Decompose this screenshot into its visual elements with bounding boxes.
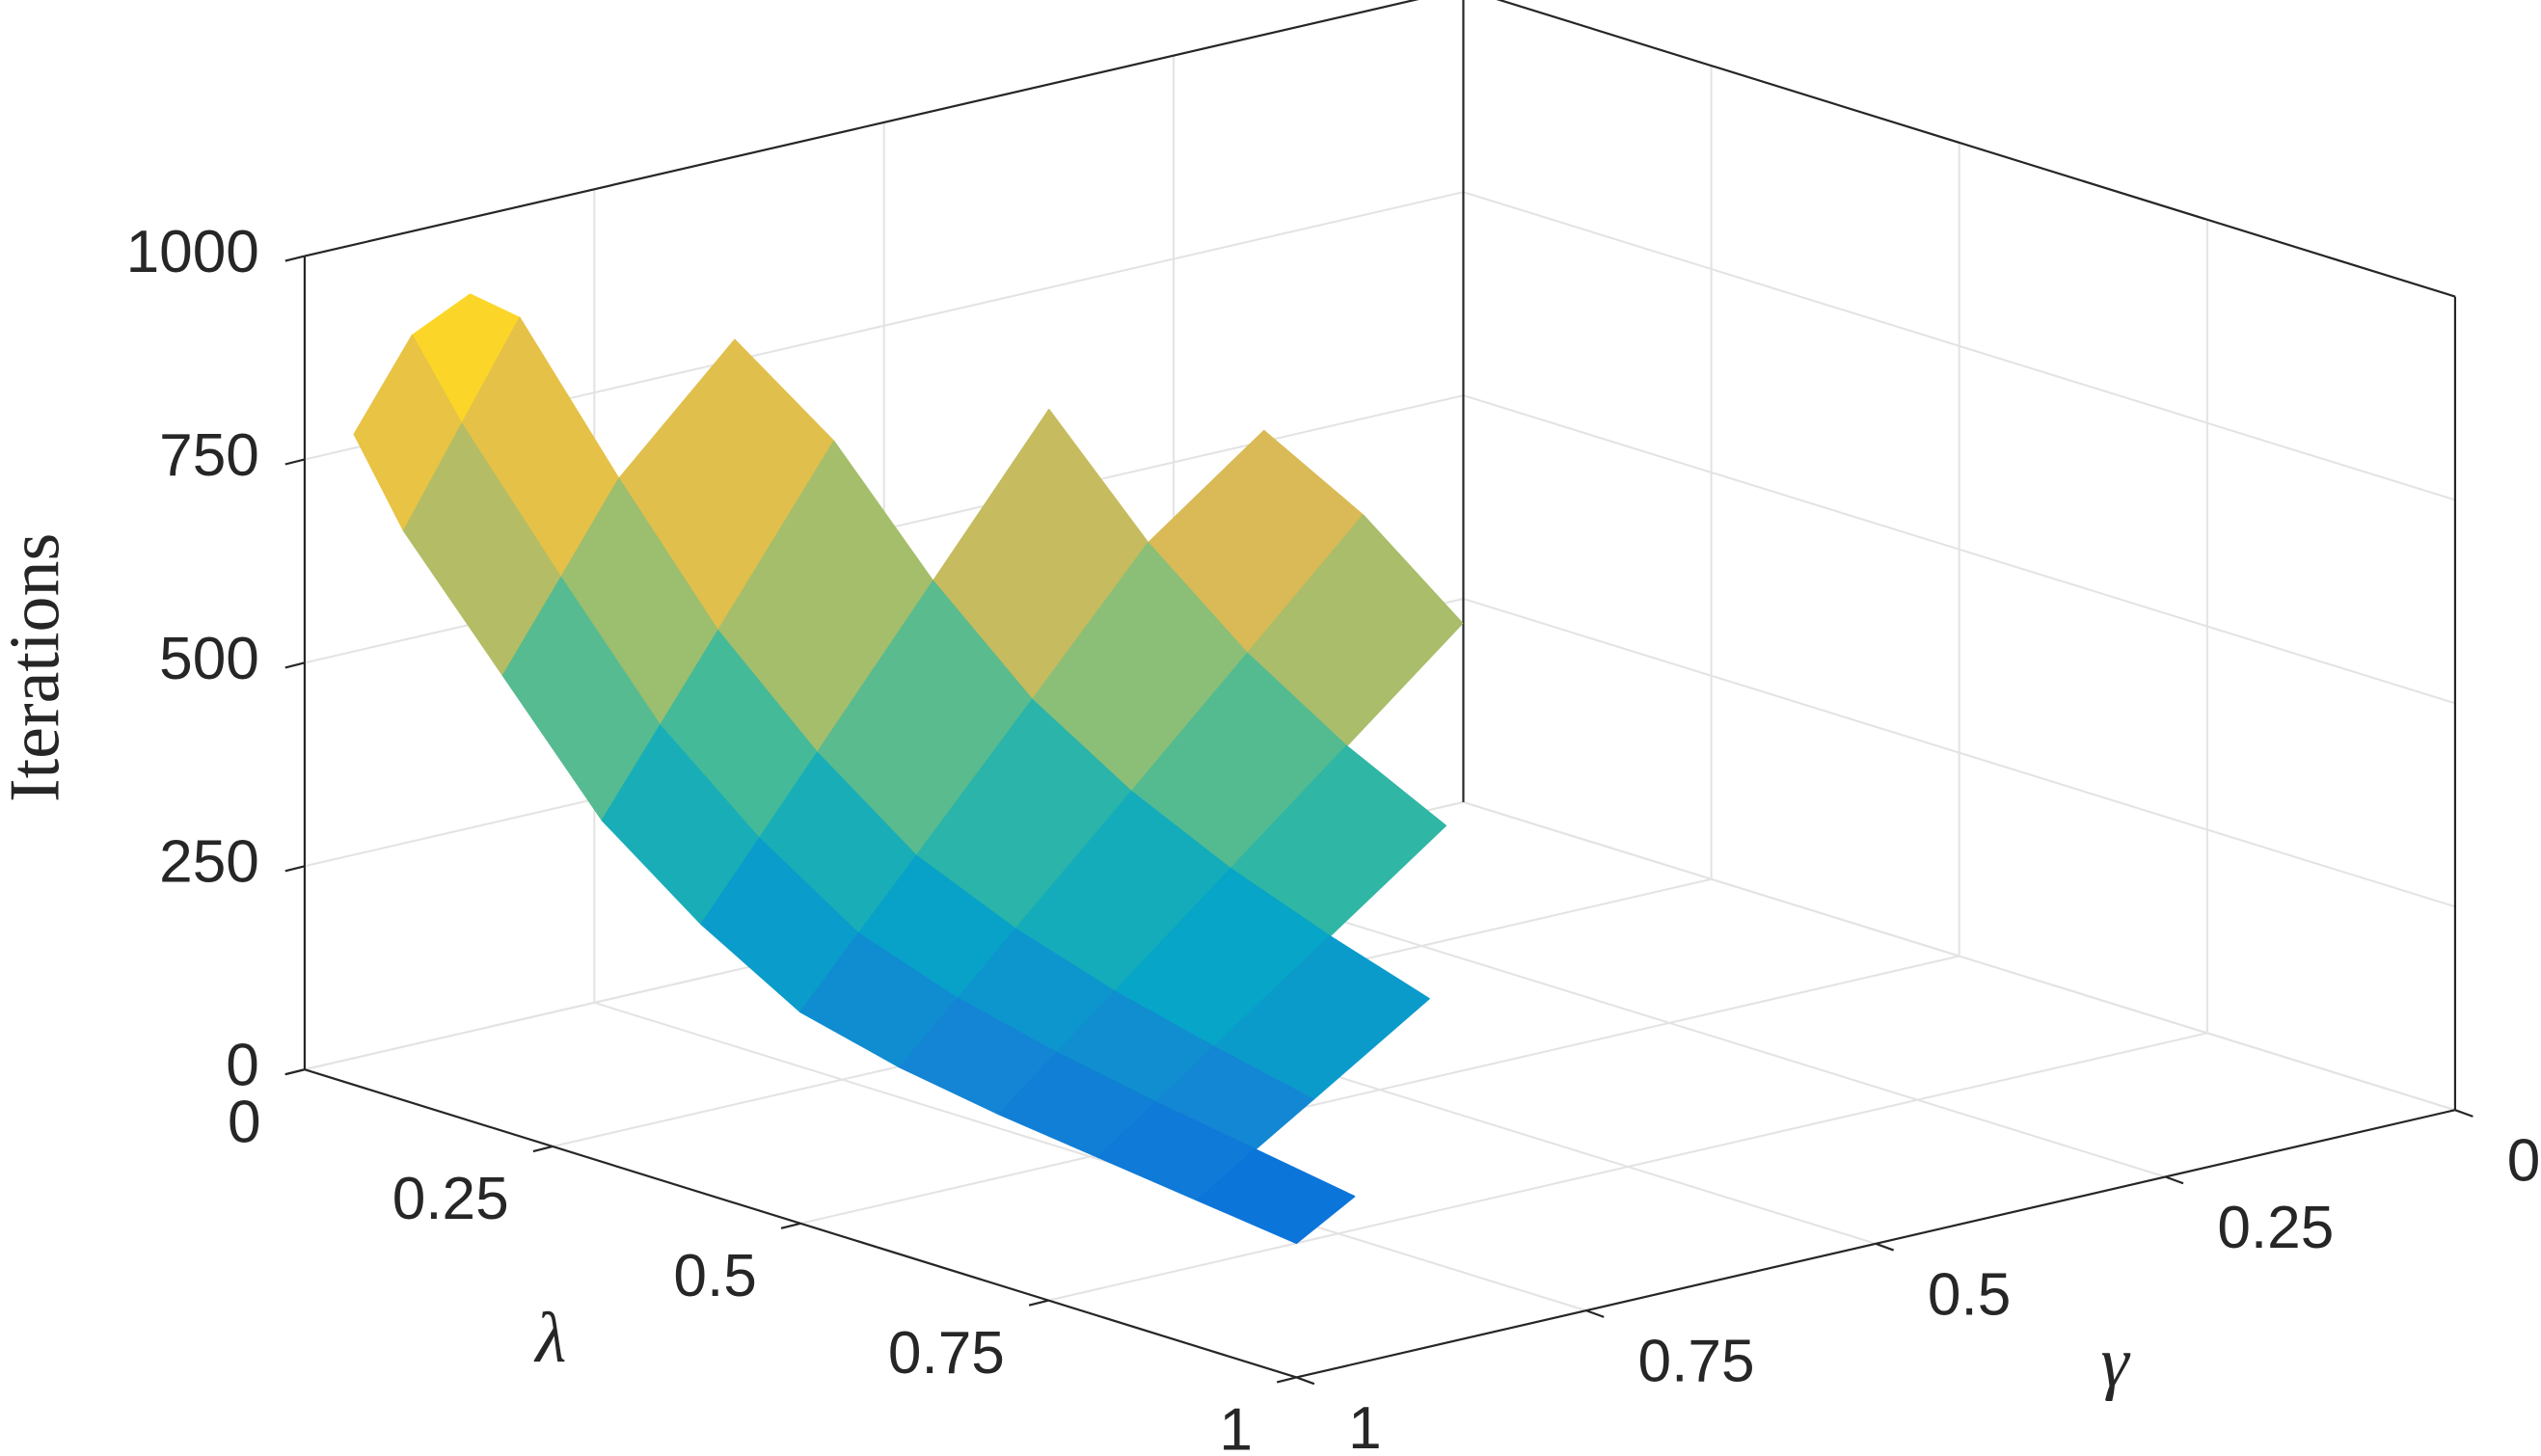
x-tick [1276,1376,1297,1384]
x-tick [284,1068,306,1076]
y-tick [1875,1242,1895,1252]
box-edge [304,0,1419,257]
box-edge [1496,0,2456,298]
z-tick-label: 500 [159,626,259,692]
x-tick [780,1222,801,1229]
y-tick [1585,1309,1605,1318]
y-tick-label: 0.25 [2217,1195,2334,1261]
y-tick-label: 0.75 [1638,1329,1755,1395]
x-tick-label: 0.25 [392,1166,509,1232]
y-axis-label: γ [2100,1322,2130,1401]
x-tick-label: 0 [228,1089,261,1155]
y-tick [2165,1175,2184,1185]
y-tick-label: 1 [1348,1395,1382,1456]
x-tick [1028,1299,1049,1307]
z-axis-label: Iterations [0,533,74,802]
y-grid-line [594,1001,1587,1312]
y-grid-line [1463,800,2456,1112]
z-tick-label: 1000 [126,219,259,285]
z-tick [284,255,306,262]
x-axis-label: λ [533,1298,566,1377]
y-tick [1296,1376,1315,1386]
y-tick-label: 0.5 [1928,1261,2011,1328]
z-tick-label: 0 [226,1033,259,1099]
x-tick-label: 1 [1219,1397,1253,1456]
box-layer [284,0,2473,1386]
x-tick-label: 0.5 [673,1243,756,1309]
z-tick [284,458,306,466]
surface-cell [1196,1148,1356,1245]
z-tick-label: 750 [159,422,259,489]
z-tick [284,865,306,873]
x-tick [532,1145,554,1153]
z-tick-label: 250 [159,829,259,896]
y-tick [2454,1109,2473,1118]
z-tick [284,661,306,669]
y-tick-label: 0 [2507,1128,2541,1195]
x-tick-label: 0.75 [888,1320,1005,1387]
label-layer: Iterations λ γ 0 250 500 750 1000 0 0.25 0.5 0.7… [0,219,2540,1456]
surface-layer [353,293,1464,1245]
